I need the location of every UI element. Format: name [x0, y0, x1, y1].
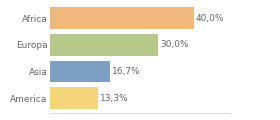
- Text: 30,0%: 30,0%: [160, 40, 189, 49]
- Text: 13,3%: 13,3%: [100, 94, 129, 103]
- Bar: [50, 61, 110, 82]
- Bar: [50, 7, 194, 29]
- Text: 16,7%: 16,7%: [112, 67, 141, 76]
- Bar: [50, 87, 98, 109]
- Bar: [50, 34, 158, 56]
- Text: 40,0%: 40,0%: [196, 14, 224, 23]
